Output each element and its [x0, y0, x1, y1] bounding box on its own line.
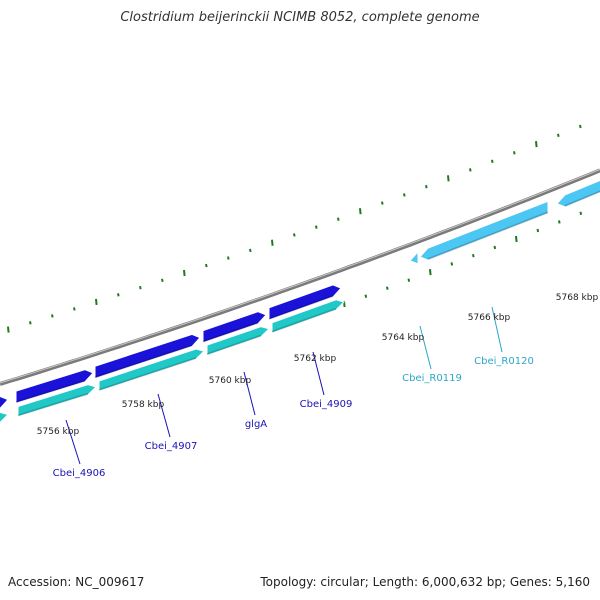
tick-dot — [513, 151, 516, 155]
tick-dot — [205, 263, 208, 268]
cds-arrow — [0, 395, 9, 409]
tick-dot — [51, 314, 54, 318]
tick-dot — [493, 245, 497, 250]
cds-teal-arrow — [98, 348, 205, 392]
tick-dot — [183, 269, 186, 277]
axis-tick-label: 5762 kbp — [294, 354, 337, 364]
label-leader-line — [65, 419, 81, 465]
rna-arrow-cbei-r0119-shade — [427, 211, 549, 261]
axis-tick-label: 5766 kbp — [468, 313, 511, 323]
cds-teal-arrow — [0, 411, 9, 423]
axis-tick-label: 5756 kbp — [37, 427, 80, 437]
tick-dot — [407, 278, 411, 282]
label-leader-line — [243, 371, 256, 416]
cds-arrow-cbei-4907 — [94, 333, 201, 379]
tick-dot — [271, 239, 274, 246]
cds-arrow-glga-shade — [202, 321, 259, 343]
tick-dot — [315, 225, 318, 229]
rna-arrow-small — [409, 251, 419, 265]
axis-tick-label: 5760 kbp — [209, 376, 252, 386]
map-title: Clostridium beijerinckii NCIMB 8052, com… — [120, 10, 480, 25]
tick-dot — [579, 124, 582, 129]
tick-dot — [227, 256, 230, 260]
tick-dot — [425, 184, 428, 189]
tick-dot — [469, 168, 472, 172]
label-leader-line — [491, 306, 503, 353]
tick-dot — [249, 248, 252, 253]
cds-arrow-cbei-4906-shade — [15, 379, 86, 404]
tick-dot — [117, 293, 120, 297]
label-leader-line — [419, 325, 432, 370]
feature-label: glgA — [245, 419, 267, 430]
genome-summary: Topology: circular; Length: 6,000,632 bp… — [260, 575, 590, 589]
cds-teal-arrow — [206, 326, 270, 356]
tick-dot — [450, 262, 454, 266]
tick-dot — [7, 326, 10, 333]
feature-tracks — [0, 179, 600, 423]
cds-arrow-cbei-4907-shade — [94, 344, 193, 379]
tick-dot — [472, 254, 475, 258]
feature-label: Cbei_R0120 — [474, 356, 534, 367]
label-leader-line — [312, 351, 325, 396]
cds-arrow-cbei-4906 — [15, 369, 94, 404]
backbone-highlight — [0, 168, 600, 384]
rna-arrow-cbei-r0119 — [419, 200, 549, 261]
tick-dot — [381, 201, 384, 205]
tick-dot — [73, 307, 76, 311]
cds-arrow-glga — [202, 311, 267, 344]
accession-text: Accession: NC_009617 — [8, 575, 145, 589]
tick-dot — [579, 211, 583, 216]
tick-dot — [558, 220, 561, 224]
rna-arrow-cbei-r0120 — [556, 179, 600, 208]
tick-dot — [515, 235, 518, 243]
tick-dot — [337, 217, 340, 221]
tick-dot — [557, 133, 560, 138]
cds-teal-arrow-shade — [98, 357, 197, 391]
cds-arrow-cbei-4909-shade — [268, 294, 334, 320]
axis-tick-label: 5764 kbp — [382, 333, 425, 343]
tick-dot — [359, 208, 362, 215]
axis-tick-label: 5768 kbp — [556, 293, 599, 303]
cds-teal-arrow-shade — [17, 392, 89, 417]
cds-arrow-cbei-4909 — [268, 284, 342, 321]
tick-dot — [403, 193, 406, 197]
tick-dot — [293, 233, 296, 237]
tick-dot — [95, 298, 98, 306]
cds-teal-arrow-shade — [271, 307, 337, 333]
backbone-line — [0, 168, 600, 386]
cds-teal-arrow — [271, 299, 345, 334]
tick-dot — [386, 286, 389, 290]
feature-label: Cbei_R0119 — [402, 373, 462, 384]
tick-dot — [364, 294, 368, 298]
feature-labels: Cbei_4906 Cbei_4907 glgA Cbei_4909 Cbei_R011… — [53, 306, 534, 479]
feature-label: Cbei_4909 — [300, 399, 353, 410]
label-leader-line — [157, 393, 171, 438]
rna-arrow-cbei-r0120-shade — [564, 190, 600, 207]
tick-dot — [29, 321, 32, 325]
genome-backbone — [0, 168, 600, 386]
cds-teal-arrow — [17, 384, 97, 418]
cds-teal-arrow-shade — [206, 334, 262, 356]
tick-dot — [161, 278, 164, 283]
axis-labels: 5756 kbp 5758 kbp 5760 kbp 5762 kbp 5764 kbp… — [37, 293, 599, 437]
tick-dot — [429, 269, 432, 276]
tick-dot — [491, 159, 494, 164]
tick-dot — [447, 175, 450, 182]
tick-dot — [535, 141, 538, 148]
feature-label: Cbei_4907 — [145, 441, 198, 452]
axis-tick-label: 5758 kbp — [122, 400, 165, 410]
feature-label: Cbei_4906 — [53, 468, 106, 479]
tick-dot — [139, 285, 142, 290]
tick-dot — [536, 228, 540, 233]
